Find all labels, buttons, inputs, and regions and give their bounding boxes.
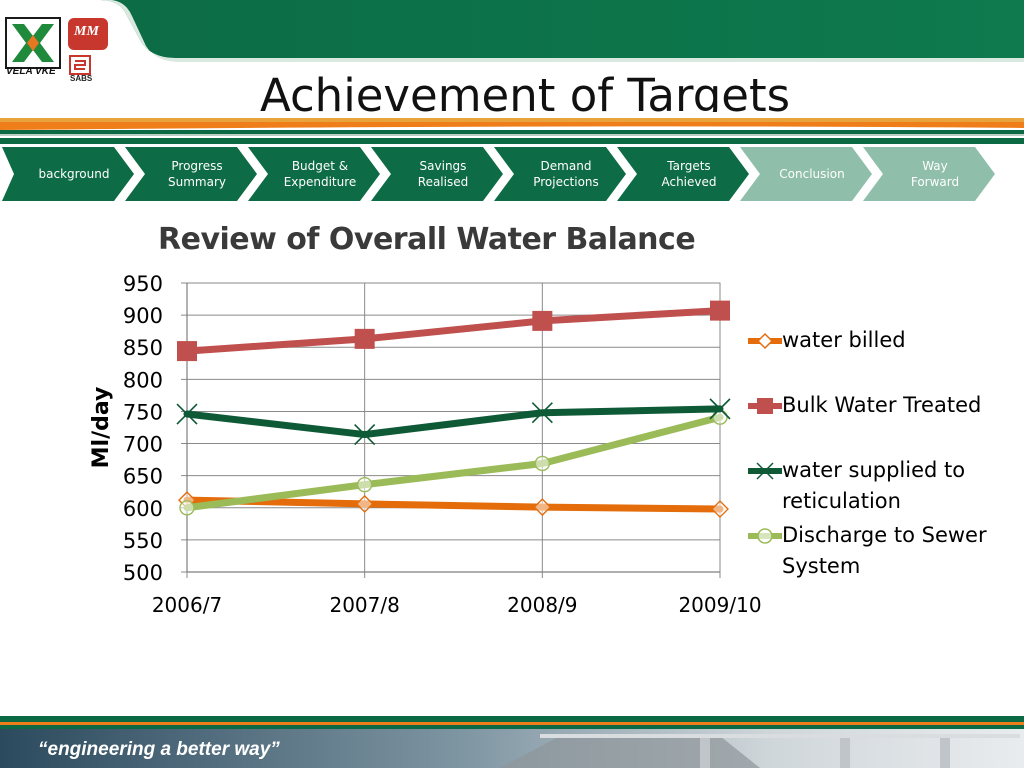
data-point xyxy=(531,402,553,424)
data-point xyxy=(709,398,731,420)
data-point xyxy=(355,494,374,513)
y-axis-label: Ml/day xyxy=(89,387,114,469)
legend-marker-circle xyxy=(748,528,782,544)
nav-step-way-forward[interactable]: Way Forward xyxy=(863,147,995,201)
company-logos: VELA VKE MM SABS xyxy=(4,16,112,94)
nav-step-demand-projections[interactable]: Demand Projections xyxy=(494,147,626,201)
legend-label: water supplied to reticulation xyxy=(782,458,966,513)
data-point xyxy=(356,476,373,493)
nav-step-demand-projections-label: Demand Projections xyxy=(533,159,599,189)
chart-title: Review of Overall Water Balance xyxy=(158,222,696,257)
header-divider xyxy=(0,112,1024,146)
data-point xyxy=(534,455,551,472)
progress-nav: background Progress Summary Budget & Exp… xyxy=(0,147,1024,201)
data-point xyxy=(179,500,195,516)
nav-step-savings-realised-label: Savings Realised xyxy=(417,159,469,189)
nav-step-background[interactable]: background xyxy=(2,147,134,201)
data-point xyxy=(711,500,729,519)
nav-step-background-shape xyxy=(2,147,134,201)
mm-logo-text: MM xyxy=(74,24,99,39)
plot-area xyxy=(186,282,721,573)
legend-label: water billed xyxy=(782,328,906,352)
legend-item-discharge-to-sewer: Discharge to Sewer System xyxy=(748,520,1018,590)
series-line xyxy=(183,307,724,355)
legend-label: Discharge to Sewer System xyxy=(782,523,987,578)
y-tick-label: 800 xyxy=(123,368,163,392)
x-tick-label: 2007/8 xyxy=(329,593,399,617)
nav-step-targets-achieved-label: Targets Achieved xyxy=(661,159,717,189)
y-tick-label: 900 xyxy=(123,304,163,328)
nav-step-conclusion[interactable]: Conclusion xyxy=(740,147,872,201)
line-chart: 500 550 600 650 700 750 800 850 900 950 2006/7 2007… xyxy=(89,272,762,617)
data-point xyxy=(177,341,197,362)
nav-step-savings-realised[interactable]: Savings Realised xyxy=(371,147,503,201)
y-tick-label: 650 xyxy=(123,465,163,489)
y-tick-label: 950 xyxy=(123,272,163,296)
legend-label: Bulk Water Treated xyxy=(782,393,982,417)
footer-tagline: “engineering a better way” xyxy=(38,739,280,760)
data-point xyxy=(176,403,198,425)
vela-vke-logo-text: VELA VKE xyxy=(6,66,56,77)
sabs-logo-text: SABS xyxy=(70,74,93,83)
legend-marker-square xyxy=(748,398,782,414)
x-tick-label: 2009/10 xyxy=(678,593,761,617)
series-line xyxy=(183,405,724,439)
series-line xyxy=(183,496,724,513)
y-tick-label: 500 xyxy=(123,561,163,585)
data-point xyxy=(710,300,730,321)
legend-item-water-supplied: water supplied to reticulation xyxy=(748,455,1018,525)
legend-item-water-billed: water billed xyxy=(748,325,1018,395)
data-point xyxy=(354,423,376,446)
y-tick-label: 550 xyxy=(123,529,163,553)
y-tick-label: 600 xyxy=(123,497,163,521)
nav-step-budget-expenditure-label: Budget & Expenditure xyxy=(283,159,357,189)
nav-step-progress-summary-label: Progress Summary xyxy=(168,159,226,189)
nav-step-targets-achieved[interactable]: Targets Achieved xyxy=(617,147,749,201)
data-point xyxy=(532,310,553,331)
vela-vke-logo xyxy=(5,17,108,75)
nav-step-conclusion-label: Conclusion xyxy=(779,167,845,181)
y-tick-label: 700 xyxy=(123,433,163,457)
nav-step-progress-summary[interactable]: Progress Summary xyxy=(125,147,257,201)
nav-step-budget-expenditure[interactable]: Budget & Expenditure xyxy=(248,147,380,201)
nav-step-background-label: background xyxy=(38,167,110,181)
nav-step-way-forward-label: Way Forward xyxy=(910,159,960,189)
data-point xyxy=(354,328,375,349)
y-tick-label: 750 xyxy=(123,400,163,424)
legend-marker-x xyxy=(748,462,782,480)
legend-marker-diamond xyxy=(748,332,782,350)
legend-item-bulk-water-treated: Bulk Water Treated xyxy=(748,390,1018,460)
y-tick-label: 850 xyxy=(123,336,163,360)
footer-band xyxy=(0,714,1024,768)
x-tick-label: 2006/7 xyxy=(152,593,222,617)
x-tick-label: 2008/9 xyxy=(507,593,577,617)
series-line xyxy=(183,413,724,512)
data-point xyxy=(533,498,552,517)
header-band xyxy=(0,0,1024,70)
